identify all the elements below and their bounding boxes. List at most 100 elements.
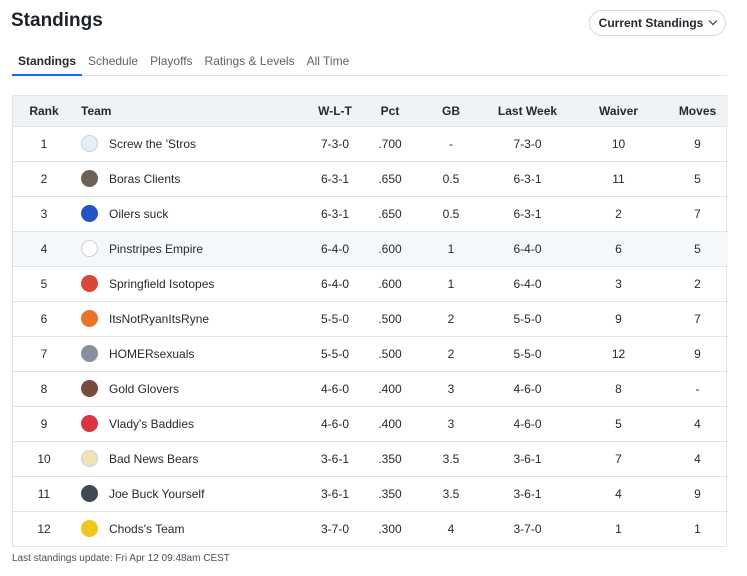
standings-view-dropdown[interactable]: Current Standings <box>589 10 726 36</box>
moves-cell: 7 <box>667 301 728 337</box>
wlt-cell: 7-3-0 <box>307 126 363 162</box>
moves-cell: 9 <box>667 476 728 512</box>
tab-standings[interactable]: Standings <box>12 50 83 76</box>
waiver-cell: 11 <box>570 161 667 197</box>
vlady-logo-icon <box>81 415 98 432</box>
team-cell: Screw the 'Stros <box>75 126 307 162</box>
wlt-cell: 3-6-1 <box>307 441 363 477</box>
col-header-gb[interactable]: GB <box>417 96 485 127</box>
boras-photo-icon <box>81 170 98 187</box>
rank-cell: 11 <box>13 476 75 512</box>
pct-cell: .400 <box>363 371 417 407</box>
col-header-waiver[interactable]: Waiver <box>570 96 667 127</box>
gb-cell: 2 <box>417 301 485 337</box>
table-header-row: Rank Team W-L-T Pct GB Last Week Waiver … <box>13 96 728 127</box>
last-week-cell: 5-5-0 <box>485 301 570 337</box>
wlt-cell: 6-3-1 <box>307 161 363 197</box>
team-link[interactable]: Joe Buck Yourself <box>81 485 307 502</box>
team-link[interactable]: HOMERsexuals <box>81 345 307 362</box>
rank-cell: 7 <box>13 336 75 372</box>
wlt-cell: 3-7-0 <box>320 521 349 536</box>
rank-cell: 10 <box>13 441 75 477</box>
team-cell: Gold Glovers <box>75 371 307 407</box>
team-link[interactable]: Pinstripes Empire <box>81 240 307 257</box>
rank-cell: 8 <box>13 371 75 407</box>
table-row: 5 Springfield Isotopes 6-4-0.600 1 6-4-0 3 2 <box>13 266 728 302</box>
pct-cell: .650 <box>363 161 417 197</box>
team-link[interactable]: Screw the 'Stros <box>81 135 307 152</box>
team-cell: Vlady's Baddies <box>75 406 307 442</box>
pct-cell: .650 <box>363 196 417 232</box>
team-name: Oilers suck <box>109 206 169 221</box>
team-cell: Springfield Isotopes <box>75 266 307 302</box>
team-cell: Bad News Bears <box>75 441 307 477</box>
team-name: Joe Buck Yourself <box>109 486 205 501</box>
homer-logo-icon <box>81 345 98 362</box>
rank-cell: 3 <box>13 196 75 232</box>
waiver-cell: 5 <box>570 406 667 442</box>
team-link[interactable]: Springfield Isotopes <box>81 275 307 292</box>
wlt-cell: 5-5-0 <box>307 336 363 372</box>
table-row: 11 Joe Buck Yourself 3-6-1.350 3.5 3-6-1 4 9 <box>13 476 728 512</box>
team-name: Springfield Isotopes <box>109 276 215 291</box>
tab-playoffs[interactable]: Playoffs <box>150 54 193 68</box>
wlt-cell: 6-3-1 <box>307 196 363 232</box>
team-cell: Chods's Team <box>75 511 307 546</box>
tab-ratings-levels[interactable]: Ratings & Levels <box>204 54 295 68</box>
last-week-cell: 3-6-1 <box>485 476 570 512</box>
team-name: HOMERsexuals <box>109 346 195 361</box>
team-link[interactable]: Oilers suck <box>81 205 307 222</box>
table-row: 1 Screw the 'Stros 7-3-0.700-7-3-0 10 9 <box>13 126 728 162</box>
ryne-logo-icon <box>81 310 98 327</box>
last-week-cell: 7-3-0 <box>485 126 570 162</box>
moves-cell: 5 <box>667 161 728 197</box>
table-row: 8 Gold Glovers 4-6-0.400 3 4-6-0 8- <box>13 371 728 407</box>
rank-cell: 9 <box>13 406 75 442</box>
team-link[interactable]: Bad News Bears <box>81 450 307 467</box>
col-header-rank[interactable]: Rank <box>13 96 75 127</box>
last-update-note: Last standings update: Fri Apr 12 09:48a… <box>12 553 230 564</box>
gb-cell: 1 <box>417 266 485 302</box>
moves-cell: 4 <box>667 441 728 477</box>
moves-cell: 7 <box>667 196 728 232</box>
page-title: Standings <box>11 10 103 31</box>
team-name: Vlady's Baddies <box>109 416 195 431</box>
standings-table: Rank Team W-L-T Pct GB Last Week Waiver … <box>12 95 728 547</box>
col-header-team[interactable]: Team <box>75 96 307 127</box>
team-cell: Oilers suck <box>75 196 307 232</box>
team-link[interactable]: Chods's Team <box>81 520 307 538</box>
yankees-logo-icon <box>81 240 98 257</box>
team-name: ItsNotRyanItsRyne <box>109 311 210 326</box>
last-week-cell: 6-3-1 <box>485 161 570 197</box>
col-header-pct[interactable]: Pct <box>363 96 417 127</box>
tab-schedule[interactable]: Schedule <box>88 54 139 68</box>
rank-cell: 12 <box>37 521 51 536</box>
gb-cell: 4 <box>447 521 455 536</box>
moves-cell: 9 <box>667 336 728 372</box>
last-week-cell: 6-4-0 <box>485 266 570 302</box>
pct-cell: .400 <box>363 406 417 442</box>
team-link[interactable]: Gold Glovers <box>81 380 307 397</box>
isotopes-logo-icon <box>81 275 98 292</box>
team-name: Pinstripes Empire <box>109 241 204 256</box>
wlt-cell: 4-6-0 <box>307 406 363 442</box>
wlt-cell: 3-6-1 <box>307 476 363 512</box>
team-link[interactable]: Boras Clients <box>81 170 307 187</box>
tab-all-time[interactable]: All Time <box>306 54 350 68</box>
team-link[interactable]: Vlady's Baddies <box>81 415 307 432</box>
waiver-cell: 8 <box>570 371 667 407</box>
last-week-cell: 3-7-0 <box>513 521 542 536</box>
gb-cell: 3 <box>417 371 485 407</box>
wlt-cell: 6-4-0 <box>307 231 363 267</box>
team-link[interactable]: ItsNotRyanItsRyne <box>81 310 307 327</box>
col-header-last-week[interactable]: Last Week <box>485 96 570 127</box>
rank-cell: 4 <box>13 231 75 267</box>
team-cell: ItsNotRyanItsRyne <box>75 301 307 337</box>
team-name: Bad News Bears <box>109 451 199 466</box>
col-header-moves[interactable]: Moves <box>667 96 728 127</box>
moves-cell: 4 <box>667 406 728 442</box>
dropdown-label: Current Standings <box>598 16 704 30</box>
waiver-cell: 6 <box>570 231 667 267</box>
table-row: 3 Oilers suck 6-3-1.650 0.5 6-3-1 2 7 <box>13 196 728 232</box>
col-header-wlt[interactable]: W-L-T <box>307 96 363 127</box>
